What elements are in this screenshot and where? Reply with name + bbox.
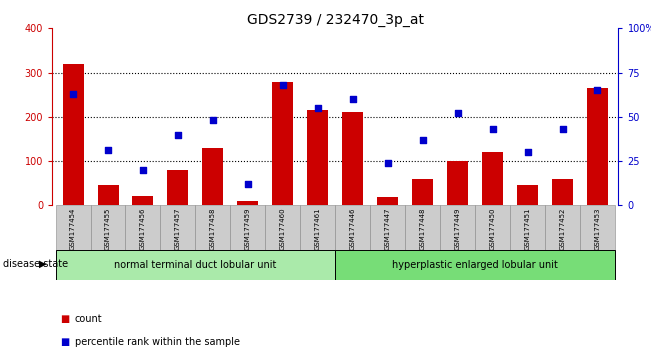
Bar [405,205,440,250]
Bar [266,205,300,250]
Bar [482,152,503,205]
Text: ■: ■ [61,337,70,347]
Point [488,126,498,132]
Bar [133,195,154,205]
Bar [55,205,90,250]
Bar [98,184,118,205]
Text: GSM177450: GSM177450 [490,207,495,250]
Bar [545,205,580,250]
Title: GDS2739 / 232470_3p_at: GDS2739 / 232470_3p_at [247,13,424,27]
Text: percentile rank within the sample: percentile rank within the sample [75,337,240,347]
Point [68,91,78,97]
Bar [335,205,370,250]
Point [452,110,463,116]
Bar [377,198,398,205]
Text: ▶: ▶ [39,259,47,269]
Text: GSM177454: GSM177454 [70,207,76,250]
Bar [167,170,188,205]
Text: GSM177455: GSM177455 [105,207,111,250]
Bar [62,64,83,205]
Point [138,167,148,173]
Bar [307,110,328,205]
Bar [412,179,433,205]
Bar [552,179,573,205]
Bar [587,88,608,205]
Text: GSM177448: GSM177448 [420,207,426,250]
Point [312,105,323,111]
Bar [195,205,230,250]
Bar [342,113,363,205]
Text: GSM177459: GSM177459 [245,207,251,250]
Point [383,160,393,166]
Text: disease state: disease state [3,259,68,269]
Bar [55,250,335,280]
Point [277,82,288,88]
Bar [475,205,510,250]
Text: GSM177446: GSM177446 [350,207,355,250]
Bar [440,205,475,250]
Bar [160,205,195,250]
Bar [202,148,223,205]
Bar [230,205,266,250]
Text: ■: ■ [61,314,70,324]
Text: GSM177451: GSM177451 [525,207,531,250]
Text: GSM177457: GSM177457 [175,207,181,250]
Bar [335,250,615,280]
Text: count: count [75,314,102,324]
Bar [90,205,126,250]
Bar [510,205,545,250]
Point [592,87,603,93]
Bar [517,185,538,205]
Text: hyperplastic enlarged lobular unit: hyperplastic enlarged lobular unit [392,259,558,270]
Text: GSM177456: GSM177456 [140,207,146,250]
Bar [272,82,294,205]
Point [208,118,218,123]
Bar [447,161,468,205]
Text: GSM177447: GSM177447 [385,207,391,250]
Text: normal terminal duct lobular unit: normal terminal duct lobular unit [114,259,277,270]
Point [417,137,428,143]
Point [243,181,253,187]
Point [522,149,533,155]
Point [557,126,568,132]
Bar [126,205,160,250]
Point [103,148,113,153]
Bar [580,205,615,250]
Text: GSM177452: GSM177452 [559,207,566,250]
Text: GSM177449: GSM177449 [454,207,461,250]
Text: GSM177460: GSM177460 [280,207,286,250]
Bar [300,205,335,250]
Bar [370,205,405,250]
Point [348,96,358,102]
Text: GSM177453: GSM177453 [594,207,600,250]
Text: GSM177458: GSM177458 [210,207,216,250]
Point [173,132,183,137]
Text: GSM177461: GSM177461 [315,207,321,250]
Bar [238,201,258,205]
